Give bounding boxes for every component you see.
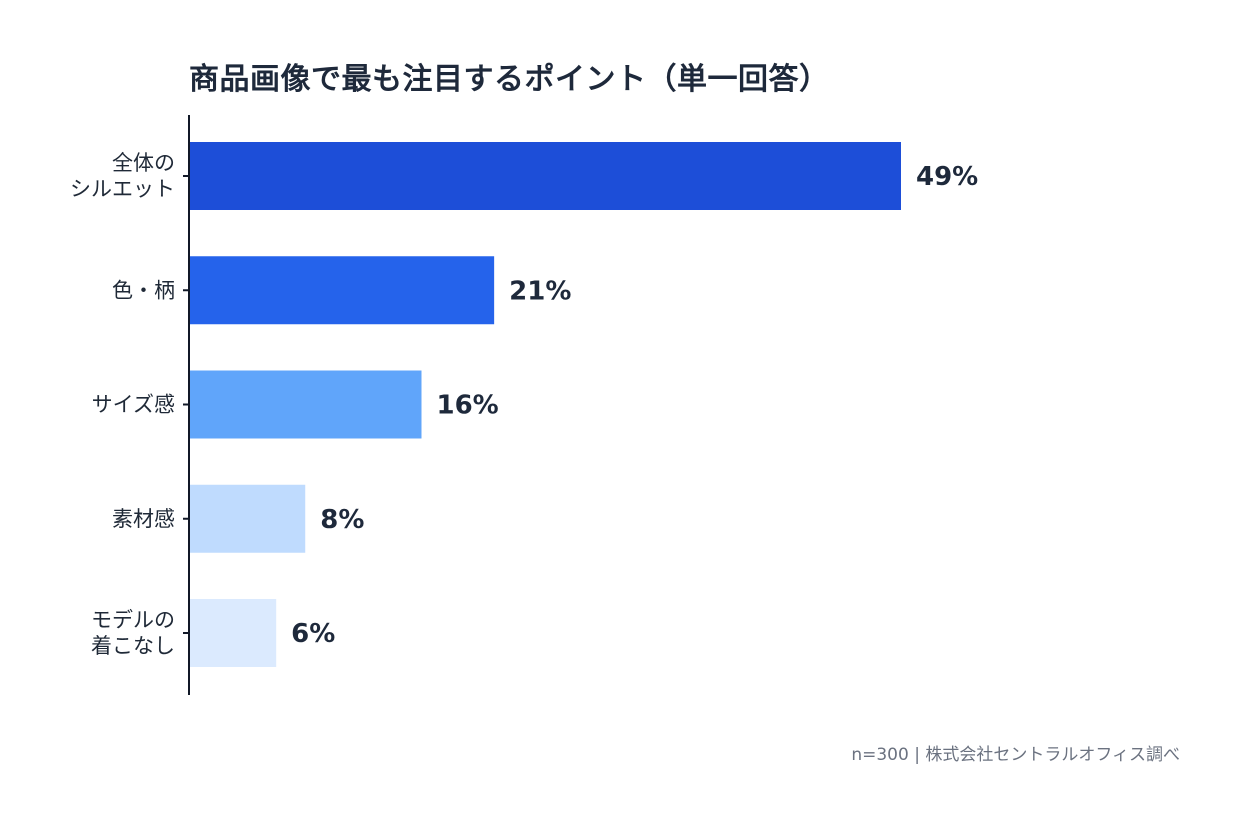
value-label-5: 6% <box>291 619 335 649</box>
chart-title: 商品画像で最も注目するポイント（単一回答） <box>189 62 830 97</box>
value-label-1: 49% <box>916 162 978 192</box>
category-label-2: 色・柄 <box>112 278 175 302</box>
value-label-4: 8% <box>320 505 364 535</box>
category-label-4: 素材感 <box>112 507 175 531</box>
bar-5 <box>190 599 277 667</box>
category-label-5: モデルの着こなし <box>91 608 175 658</box>
bar-2 <box>190 256 495 325</box>
bar-4 <box>190 484 306 553</box>
value-label-2: 21% <box>509 276 571 306</box>
bar-3 <box>190 370 422 439</box>
source-note: n=300 | 株式会社セントラルオフィス調べ <box>851 745 1180 765</box>
value-label-3: 16% <box>436 391 498 421</box>
category-label-1: 全体のシルエット <box>70 151 175 201</box>
category-label-3: サイズ感 <box>92 393 175 417</box>
bar-1 <box>190 142 901 210</box>
